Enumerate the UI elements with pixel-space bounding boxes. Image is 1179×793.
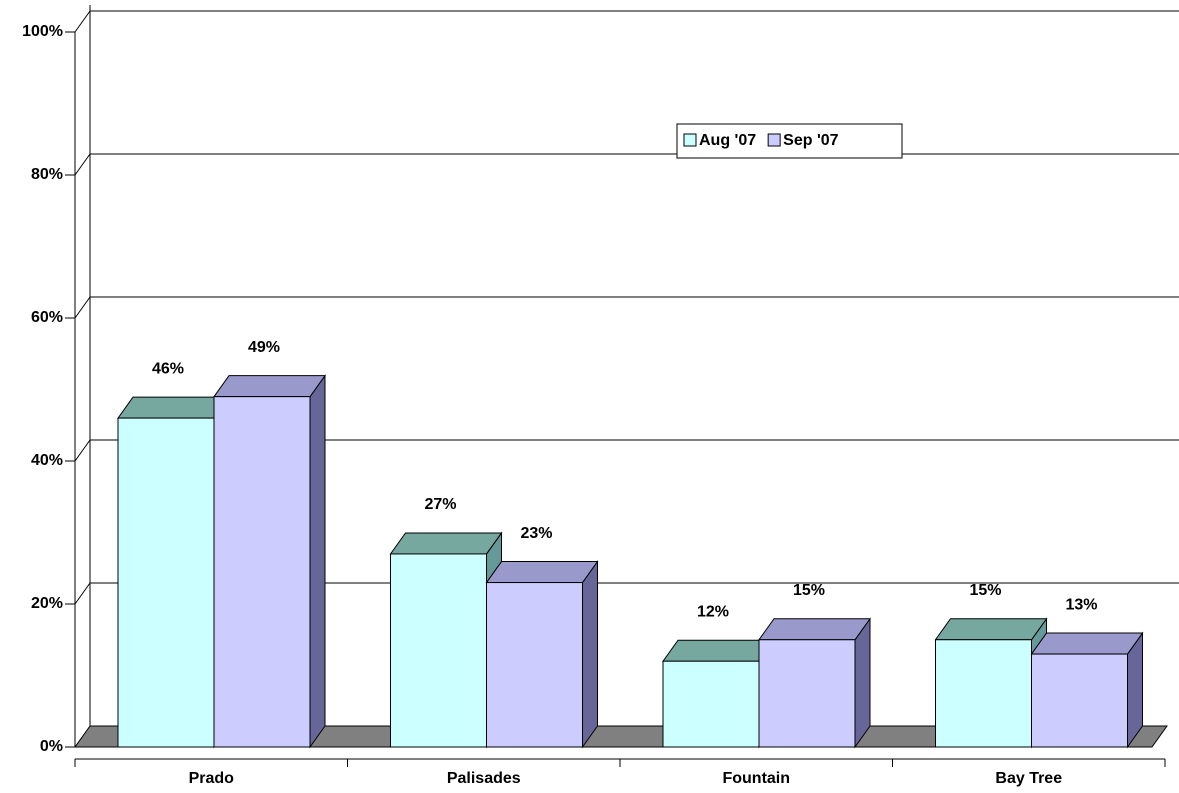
data-label: 12% [697,603,729,620]
legend-label: Sep '07 [783,132,838,149]
bar [213,396,311,748]
x-tick-label: Bay Tree [995,770,1062,787]
bar-top [934,618,1048,641]
bar-top [485,561,599,584]
x-tick-label: Prado [189,770,235,787]
x-tick-label: Palisades [447,770,521,787]
bar [390,553,487,748]
legend-label: Aug '07 [699,132,756,149]
bar-top [213,375,326,398]
bar [1031,653,1128,748]
grid-line-side [74,582,91,605]
legend-swatch [767,133,781,147]
x-tick-label: Fountain [722,770,790,787]
grid-line-side [74,153,91,176]
y-tick-label: 60% [31,309,63,326]
bar-side [854,617,871,749]
data-label: 15% [793,582,825,599]
bar-top [662,639,775,662]
y-tick-label: 40% [31,452,63,469]
bar [486,582,583,748]
legend: Aug '07 Sep '07 [676,123,903,159]
grid-line-side [74,10,91,33]
bar [117,417,215,748]
grid-line-side [74,296,91,319]
data-label: 23% [520,525,552,542]
bar-top [117,396,230,419]
legend-swatch [683,133,697,147]
data-label: 49% [248,339,280,356]
data-label: 15% [969,582,1001,599]
grid-line-side [74,439,91,462]
bar-side [309,374,326,749]
legend-box [676,123,903,159]
bar-side [582,559,598,749]
bar-top [758,618,871,641]
y-tick-label: 100% [22,23,63,40]
bar-top [389,532,503,555]
bar [758,639,856,748]
bar [662,660,760,748]
data-label: 27% [424,496,456,513]
y-tick-label: 20% [31,595,63,612]
bar [935,639,1032,748]
data-label: 46% [152,360,184,377]
y-tick-label: 0% [40,738,63,755]
data-label: 13% [1065,596,1097,613]
bar-top [1030,632,1144,655]
y-tick-label: 80% [31,166,63,183]
